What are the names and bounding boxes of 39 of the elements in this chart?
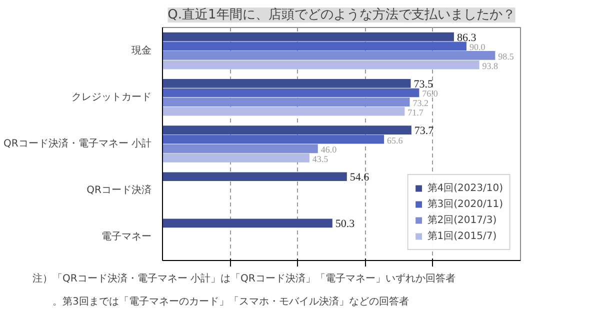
- data-label: 73.5: [414, 78, 434, 90]
- data-label: 98.5: [498, 51, 514, 62]
- data-label: 73.2: [412, 98, 428, 108]
- bar: [162, 32, 454, 42]
- data-label: 46.0: [320, 144, 338, 155]
- bar: [162, 88, 420, 98]
- bar: [162, 106, 405, 116]
- bar: [162, 172, 347, 182]
- legend-label: 第3回(2020/11): [427, 198, 503, 211]
- data-label: 65.6: [387, 135, 404, 146]
- y-tick-label: 電子マネー: [102, 232, 152, 243]
- bar: [162, 126, 412, 134]
- legend-label: 第4回(2023/10): [427, 182, 503, 195]
- bar: [162, 218, 332, 228]
- data-label: 76.0: [422, 88, 438, 99]
- bar: [162, 78, 411, 88]
- data-label: 73.7: [414, 125, 434, 138]
- data-label: 93.8: [482, 60, 499, 71]
- legend-label: 第2回(2017/3): [427, 214, 497, 227]
- bar: [162, 98, 410, 106]
- data-label: 90.0: [469, 42, 486, 52]
- data-label: 50.3: [335, 218, 356, 230]
- y-tick-label: 現金: [132, 44, 152, 56]
- bar: [162, 60, 480, 70]
- bar: [162, 134, 384, 144]
- bar: [162, 51, 496, 60]
- data-label: 54.6: [350, 172, 370, 184]
- data-label: 86.3: [456, 32, 477, 44]
- data-label: 71.7: [408, 107, 424, 118]
- bar: [162, 154, 310, 162]
- data-label: 43.5: [312, 154, 329, 164]
- y-tick-label: クレジットカード: [72, 92, 152, 103]
- bar: [162, 144, 318, 154]
- legend-label: 第1回(2015/7): [427, 230, 497, 243]
- bar: [162, 42, 466, 51]
- y-tick-label: QRコード決済・電子マネー 小計: [4, 138, 152, 150]
- text: 注）「QRコード決済・電子マネー 小計」は「QRコード決済」「電子マネー」いずれか回答者。第3回までは「電子マネーのカード」「スマホ・モバイル決済」などの回答者: [32, 274, 456, 308]
- y-tick-label: QRコード決済: [86, 184, 152, 196]
- chart-title: Q.直近1年間に、店頭でどのような方法で支払いましたか？: [168, 6, 516, 22]
